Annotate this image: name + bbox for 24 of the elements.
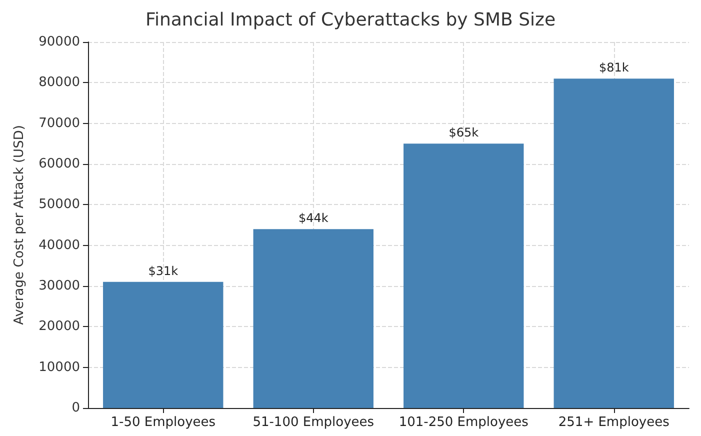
y-tick-label: 50000 [38,197,80,212]
x-tick-label: 1-50 Employees [110,415,216,430]
x-tick-label: 251+ Employees [558,415,670,430]
y-tick-label: 20000 [38,319,80,334]
y-tick-label: 60000 [38,156,80,172]
y-tick-label: 70000 [38,116,80,131]
bar [103,282,224,408]
y-tick-label: 30000 [38,278,80,294]
chart-title: Financial Impact of Cyberattacks by SMB Size [145,10,556,30]
bar [253,229,374,408]
y-axis-title: Average Cost per Attack (USD) [12,125,27,325]
data-label: $44k [298,211,328,226]
y-tick-label: 80000 [38,75,80,90]
y-tick-label: 90000 [38,34,80,50]
bar [554,78,674,408]
y-tick-label: 40000 [38,238,80,253]
y-tick-label: 0 [72,400,80,416]
x-tick-label: 51-100 Employees [252,415,374,430]
data-label: $81k [598,60,629,75]
y-tick-label: 10000 [38,360,80,375]
data-label: $65k [448,126,479,140]
data-label: $31k [148,264,178,278]
x-tick-label: 101-250 Employees [398,415,529,430]
bar [404,144,524,408]
